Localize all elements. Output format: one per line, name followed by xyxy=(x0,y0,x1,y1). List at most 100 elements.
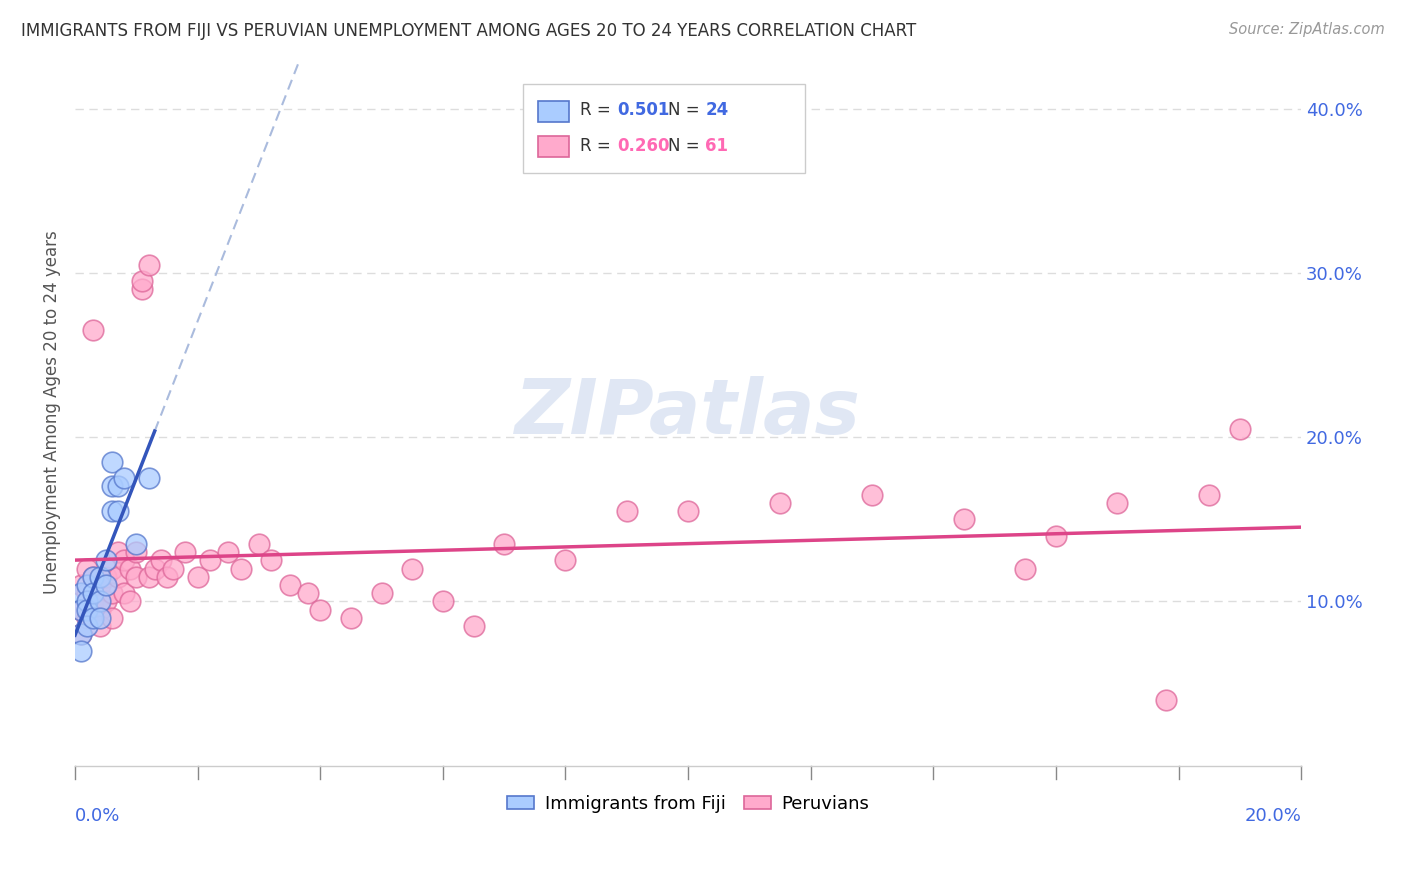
Text: 61: 61 xyxy=(706,136,728,154)
Text: 0.0%: 0.0% xyxy=(75,806,121,824)
Point xyxy=(370,586,392,600)
Text: Source: ZipAtlas.com: Source: ZipAtlas.com xyxy=(1229,22,1385,37)
Point xyxy=(131,282,153,296)
Point xyxy=(120,594,142,608)
Point xyxy=(217,545,239,559)
Point xyxy=(82,570,104,584)
Point xyxy=(138,471,160,485)
Point xyxy=(125,537,148,551)
Point xyxy=(278,578,301,592)
Point xyxy=(101,504,124,518)
Point xyxy=(149,553,172,567)
Point xyxy=(76,619,98,633)
Point xyxy=(89,602,111,616)
Point xyxy=(70,602,93,616)
Point xyxy=(107,570,129,584)
Point xyxy=(297,586,319,600)
Point xyxy=(82,594,104,608)
Point xyxy=(89,570,111,584)
Point xyxy=(953,512,976,526)
Point xyxy=(112,553,135,567)
Point xyxy=(89,594,111,608)
Point xyxy=(89,578,111,592)
Point xyxy=(125,545,148,559)
Point xyxy=(76,611,98,625)
Point xyxy=(125,570,148,584)
Point xyxy=(70,627,93,641)
Point xyxy=(70,586,93,600)
Point xyxy=(554,553,576,567)
Point xyxy=(1154,693,1177,707)
FancyBboxPatch shape xyxy=(538,101,569,121)
Point xyxy=(616,504,638,518)
Point xyxy=(101,586,124,600)
Point xyxy=(769,496,792,510)
Point xyxy=(1014,561,1036,575)
Point xyxy=(676,504,699,518)
Point xyxy=(198,553,221,567)
Point xyxy=(94,578,117,592)
Point xyxy=(247,537,270,551)
Point xyxy=(82,324,104,338)
Point xyxy=(120,561,142,575)
Point xyxy=(138,570,160,584)
Point xyxy=(70,578,93,592)
Text: R =: R = xyxy=(581,102,612,120)
Point xyxy=(138,258,160,272)
Point xyxy=(101,611,124,625)
Point xyxy=(174,545,197,559)
Text: N =: N = xyxy=(668,102,700,120)
FancyBboxPatch shape xyxy=(523,85,804,172)
Text: R =: R = xyxy=(581,136,612,154)
Text: N =: N = xyxy=(668,136,700,154)
Point xyxy=(76,561,98,575)
Point xyxy=(107,479,129,493)
Point xyxy=(107,545,129,559)
Text: 0.501: 0.501 xyxy=(617,102,669,120)
Point xyxy=(432,594,454,608)
Y-axis label: Unemployment Among Ages 20 to 24 years: Unemployment Among Ages 20 to 24 years xyxy=(44,231,60,594)
Point xyxy=(143,561,166,575)
Point xyxy=(494,537,516,551)
Legend: Immigrants from Fiji, Peruvians: Immigrants from Fiji, Peruvians xyxy=(499,788,876,820)
Point xyxy=(94,553,117,567)
Point xyxy=(101,561,124,575)
Point xyxy=(70,627,93,641)
Point xyxy=(156,570,179,584)
Point xyxy=(340,611,363,625)
Point xyxy=(229,561,252,575)
Point xyxy=(82,570,104,584)
Point xyxy=(89,611,111,625)
Point xyxy=(860,488,883,502)
Point xyxy=(463,619,485,633)
Point xyxy=(187,570,209,584)
Point xyxy=(1229,422,1251,436)
FancyBboxPatch shape xyxy=(538,136,569,157)
Text: IMMIGRANTS FROM FIJI VS PERUVIAN UNEMPLOYMENT AMONG AGES 20 TO 24 YEARS CORRELAT: IMMIGRANTS FROM FIJI VS PERUVIAN UNEMPLO… xyxy=(21,22,917,40)
Text: 0.260: 0.260 xyxy=(617,136,669,154)
Point xyxy=(131,274,153,288)
Point xyxy=(101,479,124,493)
Point xyxy=(70,643,93,657)
Point xyxy=(76,578,98,592)
Point xyxy=(162,561,184,575)
Text: 24: 24 xyxy=(706,102,728,120)
Point xyxy=(112,586,135,600)
Point xyxy=(76,602,98,616)
Point xyxy=(1045,529,1067,543)
Point xyxy=(94,594,117,608)
Point xyxy=(1198,488,1220,502)
Point xyxy=(94,570,117,584)
Point xyxy=(89,619,111,633)
Point xyxy=(70,602,93,616)
Point xyxy=(309,602,332,616)
Text: ZIPatlas: ZIPatlas xyxy=(515,376,860,450)
Point xyxy=(82,586,104,600)
Point xyxy=(76,594,98,608)
Point xyxy=(82,611,104,625)
Point xyxy=(260,553,283,567)
Point xyxy=(401,561,423,575)
Point xyxy=(1107,496,1129,510)
Point xyxy=(76,586,98,600)
Point xyxy=(112,471,135,485)
